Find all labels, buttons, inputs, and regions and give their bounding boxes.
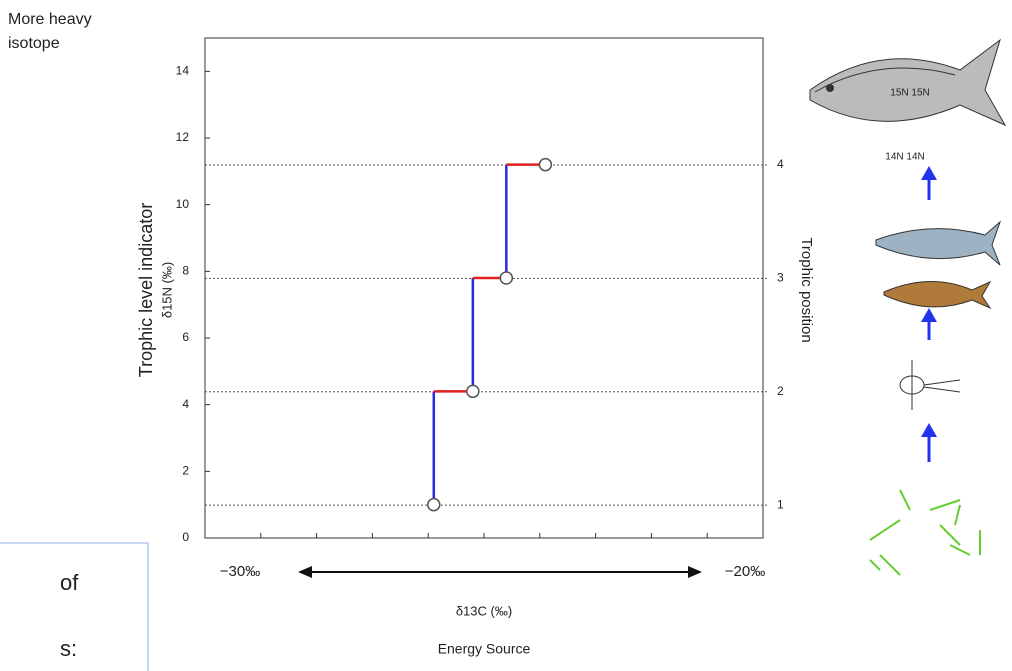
plot-frame bbox=[204, 37, 764, 539]
y-tick-label: 10 bbox=[176, 197, 190, 211]
y-tick-label: 8 bbox=[182, 264, 189, 278]
y-tick-label: 0 bbox=[182, 530, 189, 544]
fish-label: 14N 14N bbox=[885, 152, 924, 163]
corner-note: isotope bbox=[8, 35, 60, 52]
organisms bbox=[809, 38, 1007, 576]
point bbox=[538, 157, 553, 172]
point bbox=[466, 384, 480, 399]
x-right-note: −20‰ bbox=[725, 563, 765, 580]
corner-note: More heavy bbox=[8, 11, 92, 28]
point bbox=[427, 497, 441, 512]
y-tick-label: 14 bbox=[176, 64, 190, 78]
y-tick-label: 12 bbox=[176, 130, 190, 144]
x-left-note: −30‰ bbox=[220, 563, 260, 580]
y2-tick-label: 3 bbox=[777, 271, 784, 285]
y-tick-label: 2 bbox=[182, 464, 189, 478]
y-label-colored: Trophic level indicator bbox=[136, 203, 156, 377]
text-box bbox=[0, 542, 149, 671]
y2-tick-label: 1 bbox=[777, 497, 784, 511]
y-tick-label: 4 bbox=[182, 397, 189, 411]
y-tick-label: 6 bbox=[182, 330, 189, 344]
y-label: δ15N (‰) bbox=[159, 262, 174, 318]
x-label: δ13C (‰) bbox=[456, 603, 512, 618]
y2-tick-label: 4 bbox=[777, 157, 784, 171]
box-fragment: s: bbox=[60, 636, 77, 661]
point bbox=[499, 271, 514, 285]
box-fragment: of bbox=[60, 570, 79, 595]
x-label-colored: Energy Source bbox=[438, 641, 531, 657]
fish-label: 15N 15N bbox=[890, 88, 929, 99]
y2-tick-label: 2 bbox=[777, 384, 784, 398]
y2-label: Trophic position bbox=[798, 237, 815, 342]
